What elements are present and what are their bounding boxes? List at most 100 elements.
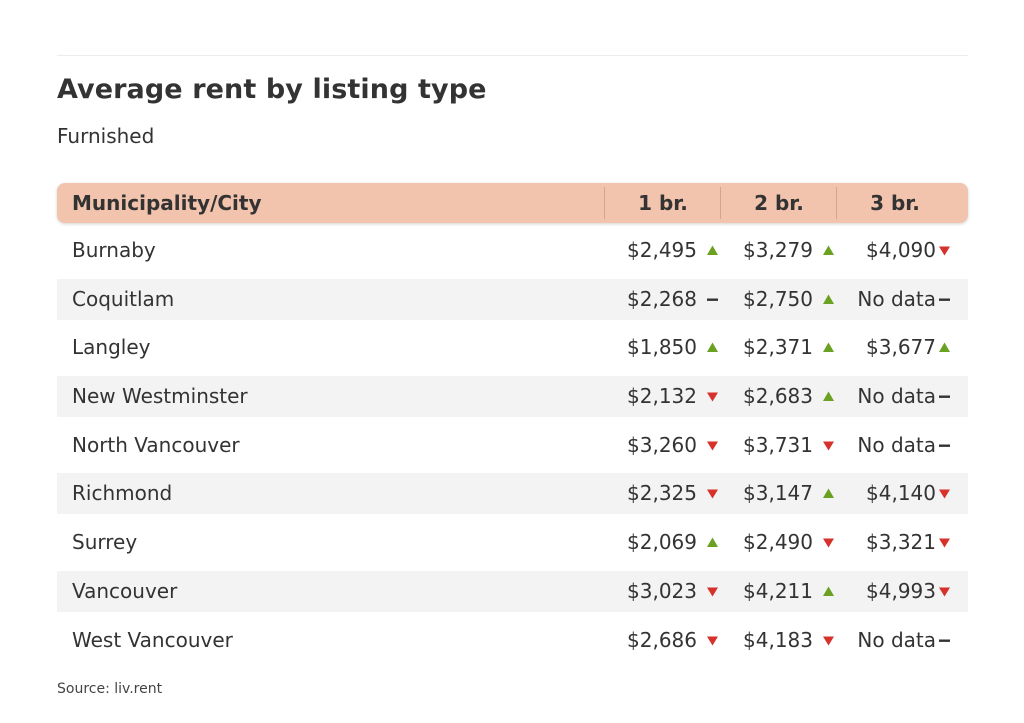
trend-down-icon <box>822 439 835 452</box>
trend-down-icon <box>706 585 719 598</box>
trend-down-icon <box>706 634 719 647</box>
rent-value: $2,686 <box>627 627 697 652</box>
chart-subtitle: Furnished <box>57 124 155 148</box>
trend-down-icon <box>938 536 951 549</box>
rent-value: $2,683 <box>743 384 813 409</box>
city-name: New Westminster <box>72 384 248 409</box>
trend-up-icon <box>706 536 719 549</box>
trend-down-icon <box>822 536 835 549</box>
trend-up-icon <box>822 341 835 354</box>
table-row: Burnaby $2,495 $3,279 $4,090 <box>57 230 968 271</box>
rent-cell-3br: $4,140 <box>829 473 936 514</box>
rent-cell-3br: $4,993 <box>829 571 936 612</box>
rent-value: $1,850 <box>627 335 697 360</box>
header-separator <box>836 187 837 219</box>
rent-cell-3br: No data <box>829 279 936 320</box>
trend-down-icon <box>938 244 951 257</box>
header-separator <box>604 187 605 219</box>
rent-value: $2,371 <box>743 335 813 360</box>
rent-cell-1br: $3,260 <box>597 425 697 466</box>
table-row: Coquitlam $2,268 $2,750 No data <box>57 278 968 320</box>
rent-value: $2,069 <box>627 530 697 555</box>
city-name: West Vancouver <box>72 627 233 652</box>
rent-cell-1br: $1,850 <box>597 327 697 368</box>
rent-value: $3,677 <box>866 335 936 360</box>
city-name: Surrey <box>72 530 138 555</box>
rent-value: $3,023 <box>627 578 697 603</box>
rent-value: No data <box>857 432 936 457</box>
rent-cell-2br: $4,211 <box>713 571 813 612</box>
rent-value: $2,132 <box>627 384 697 409</box>
rent-cell-2br: $2,371 <box>713 327 813 368</box>
rent-value: $3,279 <box>743 238 813 262</box>
trend-up-icon <box>822 293 835 306</box>
rent-value: $2,495 <box>627 238 697 262</box>
table-row: New Westminster $2,132 $2,683 No data <box>57 376 968 418</box>
rent-cell-1br: $2,069 <box>597 522 697 563</box>
city-name: Burnaby <box>72 238 156 262</box>
chart-title: Average rent by listing type <box>57 74 487 105</box>
trend-down-icon <box>938 487 951 500</box>
rent-cell-3br: $3,321 <box>829 522 936 563</box>
rent-value: $4,183 <box>743 627 813 652</box>
rent-table: Municipality/City 1 br. 2 br. 3 br. Burn… <box>57 183 968 668</box>
table-header: Municipality/City 1 br. 2 br. 3 br. <box>57 183 968 223</box>
city-name: Richmond <box>72 481 173 506</box>
trend-up-icon <box>822 390 835 403</box>
column-header-city: Municipality/City <box>72 191 262 215</box>
trend-up-icon <box>706 244 719 257</box>
rent-value: $3,260 <box>627 432 697 457</box>
trend-up-icon <box>938 341 951 354</box>
rent-value: $2,325 <box>627 481 697 506</box>
rent-value: $3,731 <box>743 432 813 457</box>
trend-up-icon <box>706 341 719 354</box>
rent-value: $3,147 <box>743 481 813 506</box>
rent-cell-3br: No data <box>829 376 936 417</box>
rent-cell-1br: $3,023 <box>597 571 697 612</box>
trend-down-icon <box>706 439 719 452</box>
trend-down-icon <box>706 390 719 403</box>
rent-cell-1br: $2,495 <box>597 230 697 271</box>
rent-cell-1br: $2,268 <box>597 279 697 320</box>
rent-value: $3,321 <box>866 530 936 555</box>
trend-down-icon <box>822 634 835 647</box>
rent-cell-2br: $3,147 <box>713 473 813 514</box>
rent-cell-2br: $4,183 <box>713 620 813 661</box>
rent-value: No data <box>857 627 936 652</box>
column-header-2br: 2 br. <box>754 191 804 215</box>
rent-cell-1br: $2,325 <box>597 473 697 514</box>
rent-cell-2br: $2,683 <box>713 376 813 417</box>
trend-up-icon <box>822 244 835 257</box>
rent-value: $4,140 <box>866 481 936 506</box>
rent-value: $2,490 <box>743 530 813 555</box>
rent-cell-2br: $2,750 <box>713 279 813 320</box>
city-name: Vancouver <box>72 578 178 603</box>
rent-value: $2,268 <box>627 286 697 311</box>
city-name: Langley <box>72 335 151 360</box>
column-header-1br: 1 br. <box>638 191 688 215</box>
rent-cell-1br: $2,686 <box>597 620 697 661</box>
rent-cell-2br: $2,490 <box>713 522 813 563</box>
rent-value: $4,090 <box>866 238 936 262</box>
rent-value: $2,750 <box>743 286 813 311</box>
table-row: Richmond $2,325 $3,147 $4,140 <box>57 473 968 515</box>
trend-up-icon <box>822 585 835 598</box>
source-note: Source: liv.rent <box>57 681 163 697</box>
rent-value: No data <box>857 286 936 311</box>
table-row: Surrey $2,069 $2,490 $3,321 <box>57 522 968 563</box>
table-row: West Vancouver $2,686 $4,183 No data <box>57 620 968 661</box>
rent-cell-1br: $2,132 <box>597 376 697 417</box>
trend-up-icon <box>822 487 835 500</box>
rent-cell-2br: $3,279 <box>713 230 813 271</box>
table-row: Langley $1,850 $2,371 $3,677 <box>57 327 968 368</box>
trend-flat-icon <box>938 439 951 452</box>
table-body: Burnaby $2,495 $3,279 $4,090 Coquitlam $2,268… <box>57 230 968 661</box>
trend-flat-icon <box>706 293 719 306</box>
trend-down-icon <box>938 585 951 598</box>
rent-cell-3br: $4,090 <box>829 230 936 271</box>
column-header-3br: 3 br. <box>870 191 920 215</box>
trend-down-icon <box>706 487 719 500</box>
rent-cell-3br: $3,677 <box>829 327 936 368</box>
rent-cell-2br: $3,731 <box>713 425 813 466</box>
rent-value: $4,211 <box>743 578 813 603</box>
